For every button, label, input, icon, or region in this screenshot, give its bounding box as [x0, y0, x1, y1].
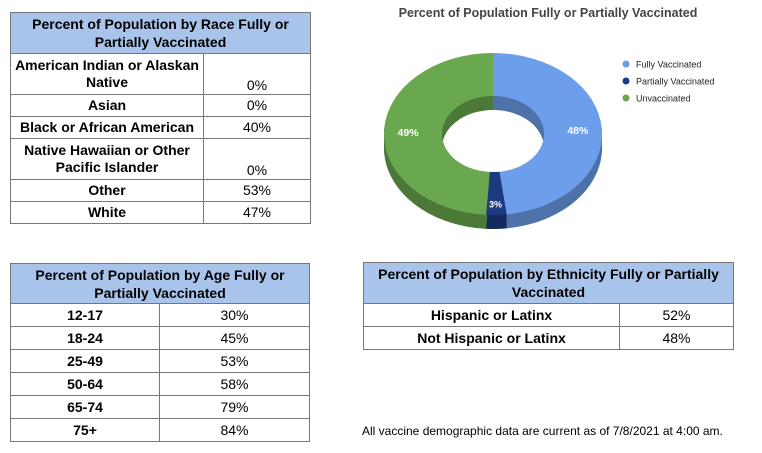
row-label: Native Hawaiian or Other Pacific Islande… — [10, 138, 204, 180]
row-value: 0% — [203, 138, 311, 180]
table-row: Asian 0% — [10, 94, 311, 117]
row-label: 75+ — [10, 418, 160, 442]
row-value: 84% — [158, 418, 311, 442]
donut-slice — [383, 53, 493, 215]
legend-swatch — [622, 77, 630, 85]
slice-data-label: 48% — [567, 125, 589, 137]
row-label: Hispanic or Latinx — [363, 303, 620, 327]
row-label: White — [10, 201, 204, 224]
row-value: 0% — [203, 94, 311, 117]
table-row: Not Hispanic or Latinx 48% — [363, 326, 735, 350]
table-row: 12-17 30% — [10, 303, 311, 327]
table-row: 18-24 45% — [10, 326, 311, 350]
legend-swatch — [622, 94, 630, 102]
data-currency-note: All vaccine demographic data are current… — [362, 424, 723, 438]
row-value: 48% — [618, 326, 735, 350]
donut-slice — [493, 53, 603, 215]
row-value: 45% — [158, 326, 311, 350]
age-vaccination-table: Percent of Population by Age Fully or Pa… — [9, 263, 311, 442]
row-label: Not Hispanic or Latinx — [363, 326, 620, 350]
table-row: 50-64 58% — [10, 372, 311, 396]
row-label: 50-64 — [10, 372, 160, 396]
row-value: 58% — [158, 372, 311, 396]
row-value: 47% — [203, 201, 311, 224]
table-row: American Indian or Alaskan Native 0% — [10, 53, 311, 95]
ethnicity-vaccination-table: Percent of Population by Ethnicity Fully… — [362, 262, 735, 350]
legend-label: Partially Vaccinated — [636, 77, 714, 87]
legend-swatch — [622, 60, 630, 68]
chart-title: Percent of Population Fully or Partially… — [399, 6, 698, 20]
table-row: Native Hawaiian or Other Pacific Islande… — [10, 138, 311, 180]
ethnicity-table-title: Percent of Population by Ethnicity Fully… — [362, 262, 735, 304]
race-vaccination-table: Percent of Population by Race Fully or P… — [10, 12, 311, 224]
row-value: 0% — [203, 53, 311, 95]
race-table-title: Percent of Population by Race Fully or P… — [10, 12, 311, 54]
table-row: 75+ 84% — [10, 418, 311, 442]
slice-data-label: 3% — [489, 199, 502, 209]
slice-data-label: 49% — [398, 127, 420, 139]
age-table-title: Percent of Population by Age Fully or Pa… — [9, 263, 311, 304]
row-value: 53% — [203, 179, 311, 202]
legend-label: Unvaccinated — [636, 94, 691, 104]
legend-label: Fully Vaccinated — [636, 60, 701, 70]
table-row: Black or African American 40% — [10, 116, 311, 139]
row-label: Black or African American — [10, 116, 204, 139]
row-value: 53% — [158, 349, 311, 373]
donut-slice — [486, 171, 507, 215]
row-value: 30% — [158, 303, 311, 327]
table-row: White 47% — [10, 201, 311, 224]
table-row: Other 53% — [10, 179, 311, 202]
row-label: 12-17 — [10, 303, 160, 327]
row-label: 18-24 — [10, 326, 160, 350]
